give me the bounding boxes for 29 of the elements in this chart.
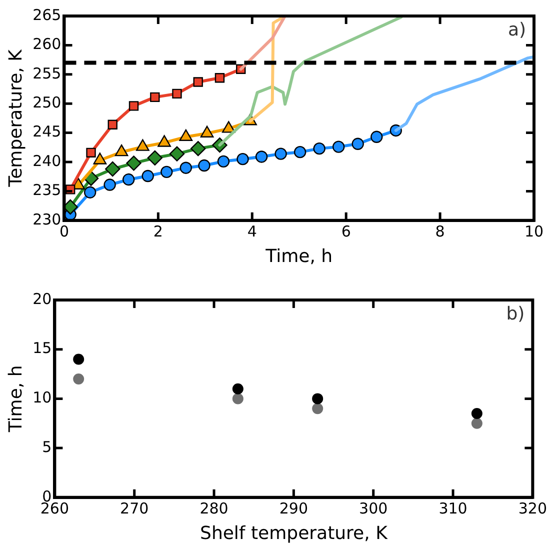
y-tick-label: 245	[32, 122, 62, 141]
y-axis-title: Time, h	[5, 365, 26, 434]
y-tick-label: 250	[32, 93, 62, 112]
x-tick-label: 280	[200, 499, 228, 518]
x-tick-label: 4	[247, 222, 257, 240]
x-tick-label: 310	[438, 499, 468, 518]
annotation: b)	[506, 304, 525, 325]
y-axis-title: Temperature, K	[5, 48, 26, 188]
y-tick-label: 20	[32, 290, 52, 308]
x-tick-label: 6	[341, 222, 351, 240]
x-tick-label: 300	[359, 499, 388, 518]
y-tick-label: 15	[32, 339, 52, 358]
x-tick-label: 8	[435, 222, 445, 240]
y-tick-label: 5	[42, 438, 52, 456]
y-tick-label: 265	[32, 6, 62, 24]
annotation: a)	[508, 20, 526, 41]
y-tick-label: 230	[32, 210, 62, 228]
y-tick-label: 240	[32, 152, 62, 170]
x-axis-title: Time, h	[264, 246, 333, 267]
x-tick-label: 290	[279, 499, 308, 518]
y-tick-label: 255	[32, 64, 62, 82]
x-tick-label: 2	[153, 222, 163, 240]
x-tick-label: 10	[524, 222, 544, 240]
y-tick-label: 260	[32, 35, 62, 54]
y-tick-label: 10	[32, 388, 52, 407]
x-tick-label: 320	[518, 499, 548, 518]
y-tick-label: 235	[32, 181, 62, 200]
x-tick-label: 270	[120, 499, 149, 518]
x-axis-title: Shelf temperature, K	[200, 522, 389, 544]
